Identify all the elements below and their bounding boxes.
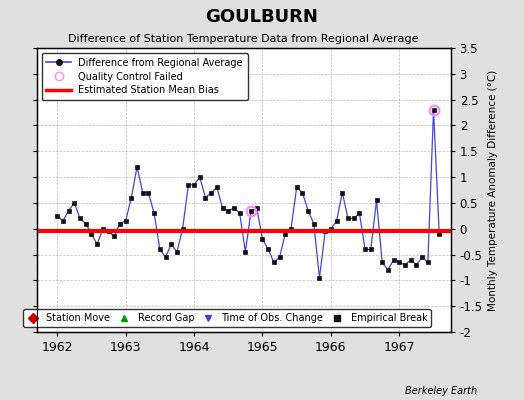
Legend: Station Move, Record Gap, Time of Obs. Change, Empirical Break: Station Move, Record Gap, Time of Obs. C…: [23, 309, 431, 327]
Y-axis label: Monthly Temperature Anomaly Difference (°C): Monthly Temperature Anomaly Difference (…: [488, 69, 498, 311]
Title: Difference of Station Temperature Data from Regional Average: Difference of Station Temperature Data f…: [69, 34, 419, 44]
Text: Berkeley Earth: Berkeley Earth: [405, 386, 477, 396]
Text: GOULBURN: GOULBURN: [205, 8, 319, 26]
